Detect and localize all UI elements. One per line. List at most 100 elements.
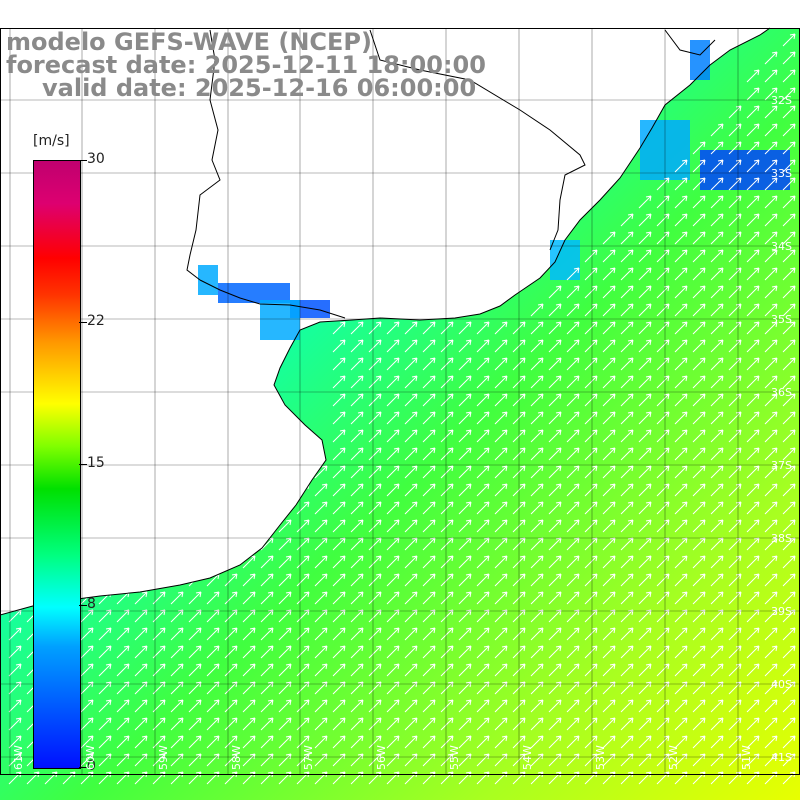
wind-arrow [746,231,760,245]
wind-arrow [548,483,562,497]
wind-arrow [98,573,112,587]
wind-arrow [620,285,634,299]
wind-arrow [494,627,508,641]
wind-arrow [584,393,598,407]
wind-arrow [296,573,310,587]
wind-arrow [728,465,742,479]
lon-label: 61W [12,745,25,770]
wind-arrow [404,573,418,587]
wind-arrow [206,717,220,731]
wind-arrow [782,447,796,461]
wind-arrow [8,717,22,731]
wind-arrow [278,663,292,677]
wind-arrow [602,591,616,605]
wind-arrow [710,393,724,407]
wind-arrow [224,573,238,587]
wind-arrow [566,753,580,767]
wind-arrow [728,375,742,389]
wind-arrow [638,753,652,767]
wind-arrow [728,339,742,353]
wind-arrow [8,735,22,749]
wind-arrow [404,735,418,749]
wind-arrow [458,591,472,605]
wind-arrow [710,285,724,299]
lat-label: 38S [771,532,792,545]
wind-arrow [548,663,562,677]
wind-arrow [422,717,436,731]
wind-arrow [170,753,184,767]
wind-arrow [548,717,562,731]
wind-arrow [314,501,328,515]
wind-arrow [674,177,688,191]
wind-arrow [368,357,382,371]
wind-arrow [440,735,454,749]
wind-arrow [134,573,148,587]
wind-arrow [566,375,580,389]
wind-arrow [404,375,418,389]
wind-arrow [710,465,724,479]
wind-arrow [548,339,562,353]
wind-arrow [674,627,688,641]
wind-arrow [728,285,742,299]
wind-arrow [314,573,328,587]
wind-arrow [566,447,580,461]
wind-arrow [764,177,778,191]
wind-arrow [332,591,346,605]
wind-arrow [80,753,94,767]
wind-arrow [278,555,292,569]
wind-arrow [674,195,688,209]
wind-arrow [566,645,580,659]
low-wind-patch [550,240,580,280]
wind-arrow [458,699,472,713]
wind-arrow [674,753,688,767]
wind-arrow [584,501,598,515]
wind-arrow [764,465,778,479]
wind-arrow [638,375,652,389]
wind-arrow [782,717,796,731]
wind-arrow [548,645,562,659]
wind-arrow [116,573,130,587]
wind-arrow [710,231,724,245]
wind-arrow [674,411,688,425]
wind-arrow [314,483,328,497]
wind-arrow [674,375,688,389]
wind-arrow [710,591,724,605]
wind-arrow [530,357,544,371]
wind-arrow [224,627,238,641]
wind-arrow [584,519,598,533]
wind-arrow [350,375,364,389]
wind-arrow [476,339,490,353]
wind-arrow [476,519,490,533]
wind-arrow [404,699,418,713]
wind-arrow [764,51,778,65]
wind-arrow [620,393,634,407]
wind-arrow [332,375,346,389]
wind-arrow [764,87,778,101]
wind-arrow [692,321,706,335]
wind-arrow [584,285,598,299]
wind-arrow [422,465,436,479]
wind-arrow [746,87,760,101]
wind-arrow [764,195,778,209]
wind-arrow [782,411,796,425]
wind-arrow [224,699,238,713]
wind-arrow [764,411,778,425]
wind-arrow [260,627,274,641]
wind-arrow [566,735,580,749]
wind-arrow [710,483,724,497]
wind-arrow [206,555,220,569]
wind-arrow [764,735,778,749]
wind-arrow [692,483,706,497]
wind-arrow [692,591,706,605]
wind-arrow [782,429,796,443]
wind-arrow [602,411,616,425]
wind-arrow [296,699,310,713]
wind-arrow [620,519,634,533]
wind-arrow [602,483,616,497]
lon-label: 56W [375,745,388,770]
wind-arrow [530,573,544,587]
wind-arrow [8,753,22,767]
wind-arrow [332,411,346,425]
wind-arrow [746,411,760,425]
lat-label: 40S [771,678,792,691]
